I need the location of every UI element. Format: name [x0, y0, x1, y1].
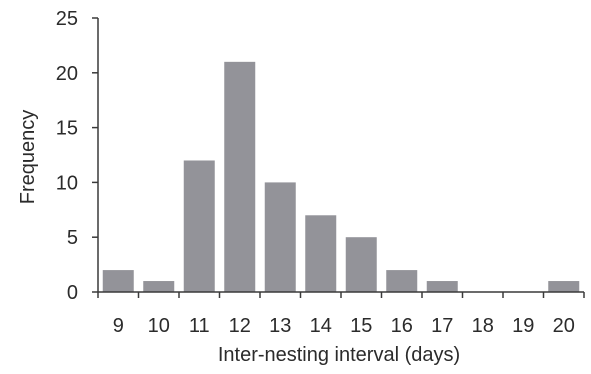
y-tick-label: 5	[67, 227, 78, 249]
bars-group	[102, 61, 580, 293]
x-tick-label: 14	[310, 315, 332, 337]
y-tick-label: 20	[56, 63, 78, 85]
x-axis-title: Inter-nesting interval (days)	[218, 344, 460, 366]
bar-14	[305, 215, 337, 292]
bar-13	[264, 182, 296, 292]
bar-10	[143, 281, 175, 292]
bar-15	[345, 237, 377, 292]
y-tick-label: 15	[56, 118, 78, 140]
x-tick-label: 15	[350, 315, 372, 337]
x-tick-label: 12	[229, 315, 251, 337]
x-tick-label: 9	[113, 315, 124, 337]
y-tick-label: 10	[56, 172, 78, 194]
y-axis-ticks: 0 5 10 15 20 25	[56, 8, 98, 304]
bar-20	[548, 281, 580, 292]
x-tick-label: 10	[148, 315, 170, 337]
bar-17	[426, 281, 458, 292]
x-tick-label: 20	[553, 315, 575, 337]
y-tick-label: 0	[67, 282, 78, 304]
bar-12	[224, 61, 256, 293]
y-axis-title: Frequency	[17, 110, 39, 205]
x-tick-label: 13	[269, 315, 291, 337]
x-tick-label: 17	[431, 315, 453, 337]
x-tick-label: 16	[391, 315, 413, 337]
bar-11	[183, 160, 215, 292]
y-tick-label: 25	[56, 8, 78, 30]
x-tick-label: 19	[512, 315, 534, 337]
x-axis-ticks: 9 10 11 12 13 14 15 16 17 18 19 20	[97, 292, 585, 337]
x-tick-label: 11	[189, 315, 210, 337]
bar-9	[102, 270, 134, 292]
bar-16	[386, 270, 418, 292]
x-tick-label: 18	[472, 315, 494, 337]
